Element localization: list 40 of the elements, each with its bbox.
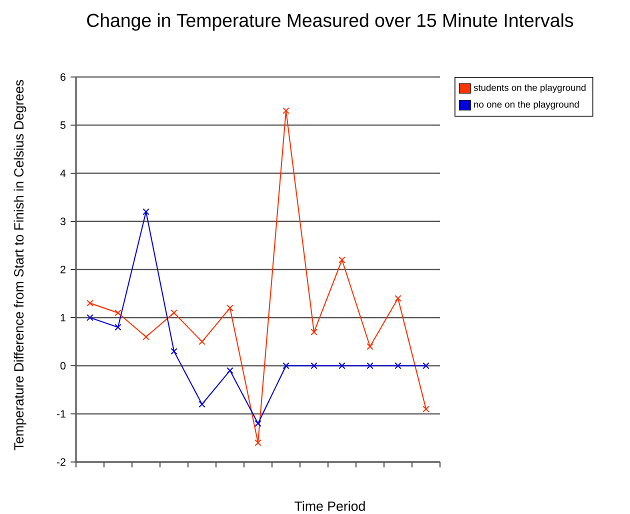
point bbox=[282, 107, 290, 114]
point bbox=[86, 300, 94, 307]
y-tick-label: -2 bbox=[56, 458, 66, 466]
point bbox=[422, 406, 430, 412]
y-axis-title: Temperature Difference from Start to Finish in Celsius Degrees bbox=[14, 80, 26, 450]
x-axis-title: Time Period bbox=[294, 501, 365, 511]
point bbox=[282, 362, 290, 370]
point bbox=[114, 309, 122, 316]
point bbox=[310, 362, 318, 370]
point bbox=[226, 367, 234, 374]
legend-label: students on the playground bbox=[474, 84, 586, 93]
chart-title: Change in Temperature Measured over 15 Minute Intervals bbox=[87, 13, 574, 31]
point bbox=[394, 362, 402, 370]
y-tick-label: 1 bbox=[60, 314, 66, 322]
point bbox=[338, 256, 346, 264]
point bbox=[366, 362, 374, 370]
y-tick-label: 6 bbox=[60, 73, 66, 81]
y-tick-label: 2 bbox=[60, 266, 66, 274]
point bbox=[170, 309, 178, 316]
point bbox=[338, 362, 346, 370]
point bbox=[142, 208, 150, 216]
point bbox=[254, 420, 262, 427]
point bbox=[86, 314, 94, 321]
point bbox=[310, 328, 318, 336]
point bbox=[254, 439, 262, 446]
point bbox=[394, 295, 402, 302]
y-tick-label: 0 bbox=[60, 362, 66, 370]
point bbox=[226, 304, 234, 312]
point bbox=[170, 348, 178, 355]
y-tick-label: 5 bbox=[60, 121, 66, 129]
legend-label: no one on the playground bbox=[474, 100, 579, 110]
point bbox=[114, 324, 122, 331]
point bbox=[366, 343, 374, 350]
y-tick-label: 3 bbox=[60, 218, 66, 226]
point bbox=[422, 362, 430, 370]
point bbox=[198, 338, 206, 346]
y-tick-label: 4 bbox=[60, 170, 66, 177]
y-tick-label: -1 bbox=[56, 410, 66, 418]
point bbox=[198, 400, 206, 408]
point bbox=[142, 334, 150, 340]
